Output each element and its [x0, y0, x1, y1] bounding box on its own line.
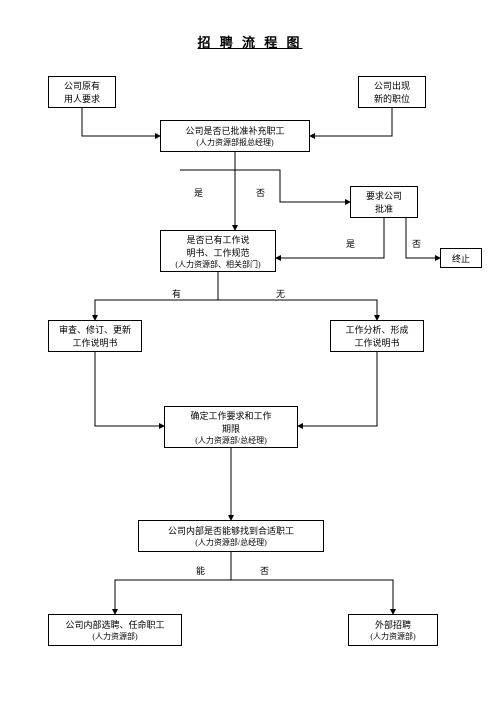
edge-label: 是: [194, 186, 203, 199]
node-text: 公司原有: [64, 79, 100, 92]
node-n10: 公司内部是否能够找到合适职工(人力资源部/总经理): [138, 520, 324, 552]
edge: [235, 170, 350, 202]
edge-label: 否: [260, 564, 269, 577]
node-text: 审查、修订、更新: [59, 323, 131, 336]
node-n7: 审查、修订、更新工作说明书: [48, 320, 142, 352]
page-title: 招 聘 流 程 图: [0, 32, 500, 51]
node-text: 公司内部选聘、任命职工: [65, 618, 164, 631]
node-text: 工作说明书: [72, 336, 117, 349]
edge-label: 否: [256, 186, 265, 199]
node-text: 是否已有工作说: [186, 233, 249, 246]
node-text: 用人要求: [64, 92, 100, 105]
edge: [310, 108, 392, 136]
edge: [276, 218, 384, 258]
node-text: 要求公司: [366, 189, 402, 202]
node-text: 终止: [452, 252, 470, 265]
node-n4: 要求公司批准: [350, 186, 418, 218]
node-text: (人力资源部/总经理): [195, 537, 267, 548]
edge-label: 有: [172, 287, 181, 300]
edge-label: 否: [412, 237, 421, 250]
edge: [95, 352, 164, 426]
node-n2: 公司出现新的职位: [358, 76, 426, 108]
node-n9: 确定工作要求和工作期限(人力资源部/总经理): [164, 406, 298, 448]
edge-label: 是: [346, 237, 355, 250]
node-n11: 公司内部选聘、任命职工(人力资源部): [48, 614, 182, 646]
node-n3: 公司是否已批准补充职工(人力资源部报总经理): [160, 120, 310, 152]
node-n1: 公司原有用人要求: [48, 76, 116, 108]
node-text: 明书、工作规范: [186, 246, 249, 259]
edge-label: 无: [276, 287, 285, 300]
node-text: 新的职位: [374, 92, 410, 105]
edge: [298, 352, 377, 426]
node-n6: 是否已有工作说明书、工作规范(人力资源部、相关部门): [160, 230, 276, 272]
node-n5: 终止: [440, 248, 482, 268]
edge: [82, 108, 160, 136]
node-text: 工作说明书: [354, 336, 399, 349]
node-n12: 外部招聘(人力资源部): [348, 614, 438, 646]
node-text: 公司是否已批准补充职工: [185, 124, 284, 137]
node-text: 批准: [375, 202, 393, 215]
node-text: 确定工作要求和工作: [190, 409, 271, 422]
node-text: 工作分析、形成: [345, 323, 408, 336]
edge: [231, 552, 393, 614]
node-text: 公司出现: [374, 79, 410, 92]
node-text: (人力资源部): [92, 631, 137, 642]
node-text: (人力资源部报总经理): [196, 137, 273, 148]
edge: [218, 272, 377, 320]
edge-label: 能: [196, 564, 205, 577]
node-text: (人力资源部): [370, 631, 415, 642]
node-text: (人力资源部、相关部门): [175, 259, 260, 270]
node-text: 期限: [222, 422, 240, 435]
edge: [115, 552, 231, 614]
node-text: 外部招聘: [375, 618, 411, 631]
edge: [95, 272, 218, 320]
node-text: (人力资源部/总经理): [195, 435, 267, 446]
node-n8: 工作分析、形成工作说明书: [330, 320, 424, 352]
node-text: 公司内部是否能够找到合适职工: [168, 524, 294, 537]
